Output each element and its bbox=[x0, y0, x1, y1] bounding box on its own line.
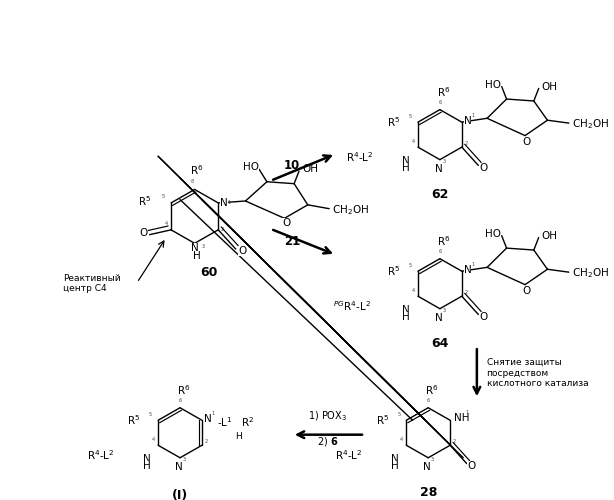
Text: $^{PG}$R$^4$-L$^2$: $^{PG}$R$^4$-L$^2$ bbox=[333, 299, 371, 312]
Text: $^8$: $^8$ bbox=[190, 179, 195, 185]
Text: $^2$: $^2$ bbox=[220, 226, 225, 232]
Text: R$^6$: R$^6$ bbox=[177, 384, 191, 398]
Text: R$^6$: R$^6$ bbox=[190, 164, 203, 177]
Text: $^1$: $^1$ bbox=[227, 199, 231, 205]
Text: O: O bbox=[523, 286, 531, 296]
Text: Снятие защиты
посредством
кислотного катализа: Снятие защиты посредством кислотного кат… bbox=[486, 358, 588, 388]
Text: $^3$: $^3$ bbox=[201, 243, 206, 249]
Text: N: N bbox=[464, 116, 472, 126]
Text: $^1$: $^1$ bbox=[470, 112, 475, 118]
Text: $^4$: $^4$ bbox=[411, 288, 416, 294]
Text: -L$^1$: -L$^1$ bbox=[217, 416, 232, 429]
Text: OH: OH bbox=[542, 82, 558, 92]
Text: HO: HO bbox=[243, 162, 259, 172]
Text: O: O bbox=[467, 462, 476, 471]
Text: N: N bbox=[142, 454, 150, 464]
Text: H: H bbox=[402, 164, 410, 173]
Text: (I): (I) bbox=[172, 488, 188, 500]
Text: $^3$: $^3$ bbox=[430, 456, 435, 462]
Text: 60: 60 bbox=[201, 266, 218, 280]
Text: $^1$: $^1$ bbox=[470, 262, 475, 268]
Text: 1) POX$_3$: 1) POX$_3$ bbox=[308, 410, 348, 423]
Text: $^5$: $^5$ bbox=[397, 412, 402, 418]
Text: H: H bbox=[142, 462, 150, 471]
Text: OH: OH bbox=[302, 164, 318, 174]
Text: $^2$: $^2$ bbox=[204, 438, 209, 444]
Text: R$^5$: R$^5$ bbox=[376, 414, 389, 427]
Text: N: N bbox=[435, 164, 443, 174]
Text: O: O bbox=[523, 138, 531, 147]
Text: $^4$: $^4$ bbox=[411, 138, 416, 144]
Text: 21: 21 bbox=[284, 235, 300, 248]
Text: R$^4$-L$^2$: R$^4$-L$^2$ bbox=[87, 448, 114, 462]
Text: N: N bbox=[435, 314, 443, 324]
Text: R$^6$: R$^6$ bbox=[437, 86, 451, 99]
Text: $^3$: $^3$ bbox=[182, 456, 187, 462]
Text: $^3$: $^3$ bbox=[442, 158, 446, 164]
Text: O: O bbox=[479, 312, 488, 322]
Text: $^6$: $^6$ bbox=[438, 248, 443, 254]
Text: $^6$: $^6$ bbox=[438, 99, 443, 105]
Text: H: H bbox=[402, 312, 410, 322]
Text: N: N bbox=[191, 243, 198, 253]
Text: $^5$: $^5$ bbox=[149, 412, 154, 418]
Text: $^4$: $^4$ bbox=[164, 220, 169, 226]
Text: CH$_2$OH: CH$_2$OH bbox=[572, 266, 608, 280]
Text: R$^5$: R$^5$ bbox=[138, 194, 152, 208]
Text: N: N bbox=[391, 454, 398, 464]
Text: R$^6$: R$^6$ bbox=[437, 234, 451, 248]
Text: R$^4$-L$^2$: R$^4$-L$^2$ bbox=[346, 150, 374, 164]
Text: O: O bbox=[238, 246, 247, 256]
Text: HO: HO bbox=[484, 80, 501, 90]
Text: $^2$: $^2$ bbox=[464, 290, 468, 296]
Text: $^3$: $^3$ bbox=[442, 308, 446, 314]
Text: CH$_2$OH: CH$_2$OH bbox=[572, 117, 608, 131]
Text: 2) $\mathbf{6}$: 2) $\mathbf{6}$ bbox=[317, 434, 339, 448]
Text: $^2$: $^2$ bbox=[464, 140, 468, 146]
Text: $^1$: $^1$ bbox=[211, 410, 216, 416]
Text: N: N bbox=[424, 462, 431, 472]
Text: N: N bbox=[402, 304, 410, 314]
Text: N: N bbox=[464, 265, 472, 275]
Text: $^5$: $^5$ bbox=[408, 114, 413, 119]
Text: R$^5$: R$^5$ bbox=[387, 264, 400, 278]
Text: R$^6$: R$^6$ bbox=[426, 384, 439, 398]
Text: N: N bbox=[220, 198, 228, 208]
Text: 64: 64 bbox=[431, 336, 449, 349]
Text: $^4$: $^4$ bbox=[400, 436, 405, 442]
Text: NH: NH bbox=[454, 414, 470, 424]
Text: $^6$: $^6$ bbox=[178, 397, 183, 403]
Text: $^1$: $^1$ bbox=[465, 410, 470, 416]
Text: O: O bbox=[282, 218, 290, 228]
Text: $^5$: $^5$ bbox=[408, 262, 413, 268]
Text: N: N bbox=[402, 156, 410, 166]
Text: R$^4$-L$^2$: R$^4$-L$^2$ bbox=[335, 448, 362, 462]
Text: R$^2$: R$^2$ bbox=[241, 416, 254, 429]
Text: 10: 10 bbox=[284, 159, 300, 172]
Text: R$^5$: R$^5$ bbox=[387, 115, 400, 129]
Text: R$^5$: R$^5$ bbox=[127, 414, 141, 427]
Text: Реактивный
центр C4: Реактивный центр C4 bbox=[63, 274, 121, 293]
Text: $^2$: $^2$ bbox=[452, 438, 457, 444]
Text: $^4$: $^4$ bbox=[151, 436, 156, 442]
Text: $^6$: $^6$ bbox=[426, 397, 431, 403]
Text: H: H bbox=[193, 251, 200, 261]
Text: OH: OH bbox=[542, 230, 558, 240]
Text: O: O bbox=[139, 228, 148, 237]
Text: H: H bbox=[236, 432, 243, 441]
Text: H: H bbox=[391, 462, 398, 471]
Text: 62: 62 bbox=[431, 188, 449, 200]
Text: N: N bbox=[175, 462, 183, 472]
Text: 28: 28 bbox=[419, 486, 437, 498]
Text: HO: HO bbox=[484, 228, 501, 238]
Text: $^5$: $^5$ bbox=[161, 193, 166, 199]
Text: O: O bbox=[479, 164, 488, 173]
Text: N: N bbox=[204, 414, 212, 424]
Text: CH$_2$OH: CH$_2$OH bbox=[332, 202, 369, 216]
